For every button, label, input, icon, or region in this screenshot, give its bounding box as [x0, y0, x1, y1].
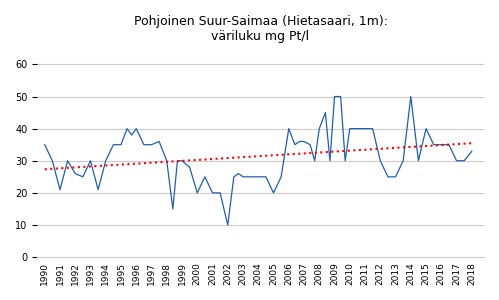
Title: Pohjoinen Suur-Saimaa (Hietasaari, 1m):
väriluku mg Pt/l: Pohjoinen Suur-Saimaa (Hietasaari, 1m): …	[134, 15, 388, 43]
